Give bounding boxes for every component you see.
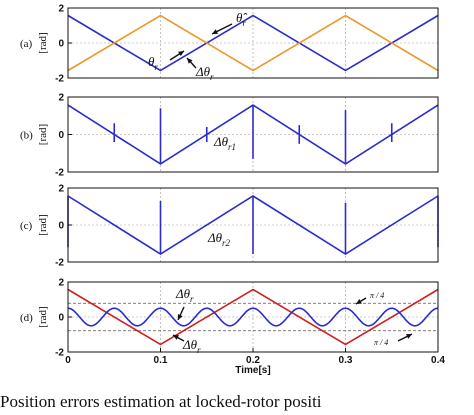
series-line-2 bbox=[68, 307, 438, 327]
y-tick-label: 2 bbox=[58, 278, 64, 289]
figure: 20-2[rad](a)20-2[rad](b)20-2[rad](c)20-2… bbox=[20, 4, 445, 377]
annotation-arrowhead bbox=[178, 51, 184, 57]
y-tick-label: 0 bbox=[58, 313, 64, 324]
y-axis-label: [rad] bbox=[37, 124, 49, 145]
y-tick-label: 2 bbox=[58, 93, 64, 104]
annotation-arrowhead bbox=[177, 314, 183, 320]
annotation-subscript: r1 bbox=[228, 142, 236, 152]
panel-label: (a) bbox=[20, 38, 33, 50]
annotation-label: θ̂r bbox=[236, 10, 247, 28]
panel-3: 2 0 -2 [rad] (c) bbox=[20, 184, 439, 269]
annotation-arrowhead bbox=[212, 29, 218, 34]
y-tick-label: 2 bbox=[58, 4, 64, 15]
x-tick-label: 0.4 bbox=[431, 355, 445, 366]
y-axis-label: [rad] bbox=[37, 32, 49, 53]
annotation-subscript: r bbox=[197, 345, 201, 355]
x-axis-label: Time[s] bbox=[235, 365, 270, 376]
panel-label: (c) bbox=[20, 220, 33, 232]
x-tick-label: 0 bbox=[65, 355, 71, 366]
annotation-arrowhead bbox=[173, 335, 179, 340]
y-tick-label: 0 bbox=[58, 221, 64, 232]
y-tick-label: -2 bbox=[55, 168, 64, 179]
x-tick-label: 0.1 bbox=[154, 355, 168, 366]
panel-1: 2 0 -2 [rad] (a) bbox=[20, 4, 439, 85]
series-line-1 bbox=[67, 14, 439, 72]
annotation-arrowhead bbox=[406, 334, 412, 339]
annotation-label: Δθr2 bbox=[207, 230, 231, 248]
panel-2: 2 0 -2 [rad] (b) bbox=[20, 93, 439, 179]
x-tick-label: 0.2 bbox=[246, 355, 260, 366]
annotation-label: Δθr bbox=[175, 286, 194, 304]
annotation-label: Δθr bbox=[195, 64, 214, 82]
y-axis-label: [rad] bbox=[37, 306, 49, 327]
y-tick-label: -2 bbox=[55, 258, 64, 269]
y-tick-label: 0 bbox=[58, 130, 64, 141]
annotation-subscript: r bbox=[210, 72, 214, 82]
x-tick-label: 0.3 bbox=[339, 355, 353, 366]
y-tick-label: 0 bbox=[58, 39, 64, 50]
annotation-arrowhead bbox=[187, 58, 193, 64]
panel-label: (b) bbox=[20, 130, 33, 142]
annotation-subscript: r bbox=[154, 62, 158, 72]
annotation-label: π / 4 bbox=[374, 338, 388, 347]
annotation-subscript: r bbox=[190, 294, 194, 304]
y-tick-label: -2 bbox=[55, 74, 64, 85]
annotation-label: π / 4 bbox=[370, 291, 384, 300]
annotation-subscript: r bbox=[242, 18, 246, 28]
annotation-label: Δθr1 bbox=[213, 134, 236, 152]
annotation-label: Δθr bbox=[182, 337, 201, 355]
annotation-label: θr bbox=[148, 54, 158, 72]
annotation-arrowhead bbox=[356, 298, 362, 304]
y-axis-label: [rad] bbox=[37, 214, 49, 235]
annotation-subscript: r2 bbox=[222, 238, 231, 248]
series-line-2 bbox=[67, 14, 439, 72]
y-tick-label: -2 bbox=[55, 348, 64, 359]
series-line-1 bbox=[67, 288, 439, 346]
panel-label: (d) bbox=[20, 312, 33, 324]
figure-caption: Position errors estimation at locked-rot… bbox=[0, 392, 322, 411]
y-tick-label: 2 bbox=[58, 184, 64, 195]
